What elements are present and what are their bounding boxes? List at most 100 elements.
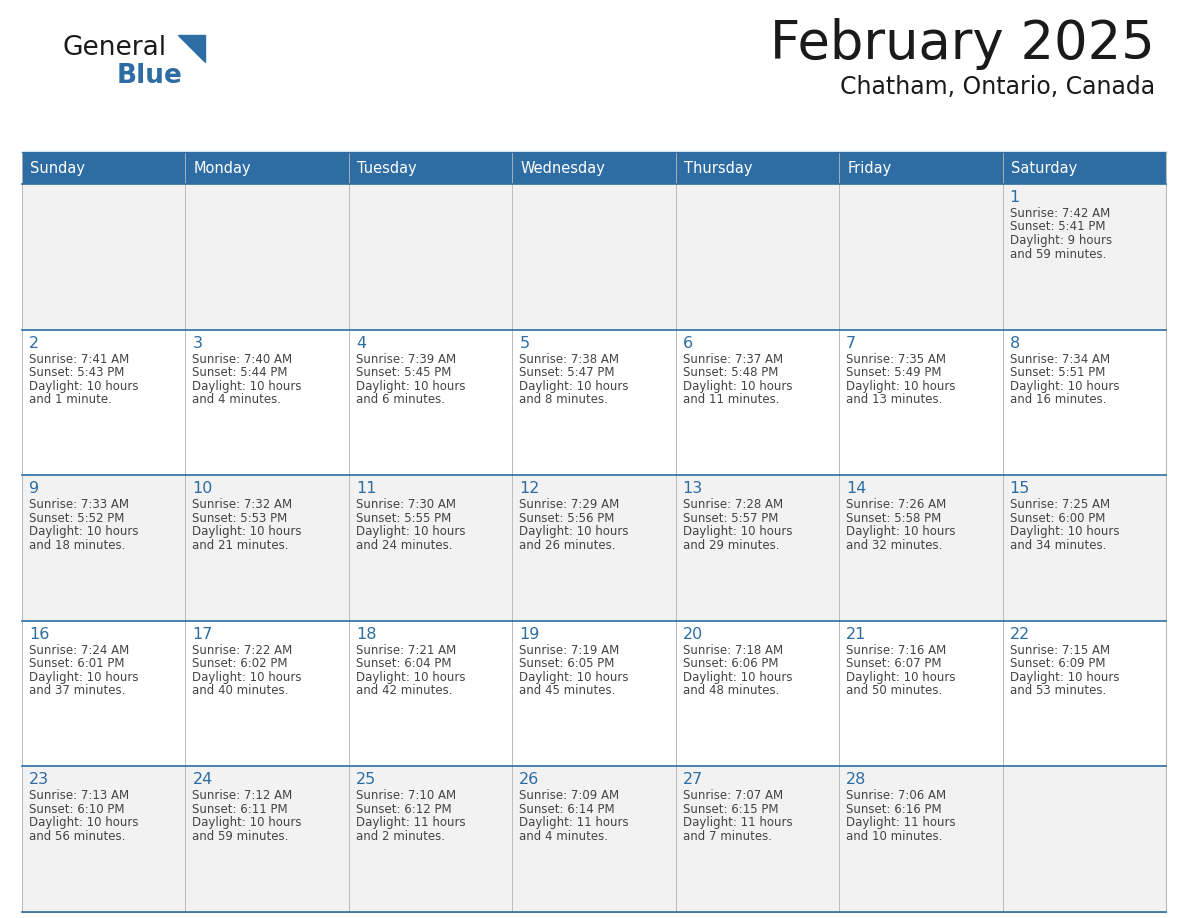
Text: Sunrise: 7:28 AM: Sunrise: 7:28 AM: [683, 498, 783, 511]
Text: and 2 minutes.: and 2 minutes.: [356, 830, 444, 843]
Text: Sunrise: 7:16 AM: Sunrise: 7:16 AM: [846, 644, 947, 656]
Text: and 53 minutes.: and 53 minutes.: [1010, 684, 1106, 698]
Text: and 4 minutes.: and 4 minutes.: [519, 830, 608, 843]
Text: Saturday: Saturday: [1011, 161, 1076, 175]
Text: 6: 6: [683, 336, 693, 351]
Text: and 59 minutes.: and 59 minutes.: [192, 830, 289, 843]
Bar: [1003, 152, 1165, 184]
Text: Sunset: 6:00 PM: Sunset: 6:00 PM: [1010, 511, 1105, 525]
Text: 11: 11: [356, 481, 377, 497]
Text: and 1 minute.: and 1 minute.: [29, 393, 112, 406]
Text: Sunset: 5:58 PM: Sunset: 5:58 PM: [846, 511, 941, 525]
Text: Daylight: 10 hours: Daylight: 10 hours: [1010, 671, 1119, 684]
Text: Daylight: 10 hours: Daylight: 10 hours: [356, 380, 466, 393]
Text: Daylight: 10 hours: Daylight: 10 hours: [192, 816, 302, 829]
Bar: [23, 184, 1165, 330]
Text: 4: 4: [356, 336, 366, 351]
Text: Sunset: 6:15 PM: Sunset: 6:15 PM: [683, 803, 778, 816]
Text: and 59 minutes.: and 59 minutes.: [1010, 248, 1106, 261]
Text: 18: 18: [356, 627, 377, 642]
Text: Sunset: 5:53 PM: Sunset: 5:53 PM: [192, 511, 287, 525]
Text: Sunrise: 7:41 AM: Sunrise: 7:41 AM: [29, 353, 129, 365]
Text: and 37 minutes.: and 37 minutes.: [29, 684, 126, 698]
Text: Sunset: 5:44 PM: Sunset: 5:44 PM: [192, 366, 287, 379]
Text: and 16 minutes.: and 16 minutes.: [1010, 393, 1106, 406]
Text: Daylight: 10 hours: Daylight: 10 hours: [683, 525, 792, 538]
Text: Sunset: 5:45 PM: Sunset: 5:45 PM: [356, 366, 451, 379]
Text: 19: 19: [519, 627, 539, 642]
Text: and 8 minutes.: and 8 minutes.: [519, 393, 608, 406]
Text: Sunset: 5:52 PM: Sunset: 5:52 PM: [29, 511, 125, 525]
Text: Sunrise: 7:40 AM: Sunrise: 7:40 AM: [192, 353, 292, 365]
Text: Daylight: 10 hours: Daylight: 10 hours: [29, 525, 139, 538]
Text: Wednesday: Wednesday: [520, 161, 605, 175]
Text: Daylight: 10 hours: Daylight: 10 hours: [519, 671, 628, 684]
Text: February 2025: February 2025: [770, 18, 1155, 70]
Text: and 21 minutes.: and 21 minutes.: [192, 539, 289, 552]
Text: Sunset: 6:07 PM: Sunset: 6:07 PM: [846, 657, 942, 670]
Text: Sunrise: 7:22 AM: Sunrise: 7:22 AM: [192, 644, 292, 656]
Text: Sunset: 5:41 PM: Sunset: 5:41 PM: [1010, 220, 1105, 233]
Bar: [23, 152, 185, 184]
Text: Sunrise: 7:26 AM: Sunrise: 7:26 AM: [846, 498, 947, 511]
Text: Sunset: 5:55 PM: Sunset: 5:55 PM: [356, 511, 451, 525]
Text: Daylight: 10 hours: Daylight: 10 hours: [192, 525, 302, 538]
Text: Sunrise: 7:29 AM: Sunrise: 7:29 AM: [519, 498, 619, 511]
Text: Sunset: 5:48 PM: Sunset: 5:48 PM: [683, 366, 778, 379]
Text: 10: 10: [192, 481, 213, 497]
Text: Daylight: 10 hours: Daylight: 10 hours: [683, 671, 792, 684]
Text: and 26 minutes.: and 26 minutes.: [519, 539, 615, 552]
Text: 24: 24: [192, 772, 213, 788]
Text: 8: 8: [1010, 336, 1019, 351]
Text: Sunset: 5:57 PM: Sunset: 5:57 PM: [683, 511, 778, 525]
Text: and 24 minutes.: and 24 minutes.: [356, 539, 453, 552]
Text: 27: 27: [683, 772, 703, 788]
Text: Sunset: 6:05 PM: Sunset: 6:05 PM: [519, 657, 614, 670]
Text: Chatham, Ontario, Canada: Chatham, Ontario, Canada: [840, 75, 1155, 99]
Text: Sunset: 6:16 PM: Sunset: 6:16 PM: [846, 803, 942, 816]
Text: 17: 17: [192, 627, 213, 642]
Text: Sunrise: 7:09 AM: Sunrise: 7:09 AM: [519, 789, 619, 802]
Text: Sunrise: 7:18 AM: Sunrise: 7:18 AM: [683, 644, 783, 656]
Text: Daylight: 10 hours: Daylight: 10 hours: [846, 671, 955, 684]
Text: Sunrise: 7:24 AM: Sunrise: 7:24 AM: [29, 644, 129, 656]
Text: and 34 minutes.: and 34 minutes.: [1010, 539, 1106, 552]
Text: 1: 1: [1010, 190, 1019, 205]
Text: Daylight: 9 hours: Daylight: 9 hours: [1010, 234, 1112, 247]
Bar: [23, 767, 1165, 912]
Text: Daylight: 10 hours: Daylight: 10 hours: [1010, 525, 1119, 538]
Text: and 56 minutes.: and 56 minutes.: [29, 830, 126, 843]
Text: Sunrise: 7:37 AM: Sunrise: 7:37 AM: [683, 353, 783, 365]
Text: Sunday: Sunday: [30, 161, 86, 175]
Text: 7: 7: [846, 336, 857, 351]
Text: Daylight: 10 hours: Daylight: 10 hours: [846, 525, 955, 538]
Text: Blue: Blue: [116, 63, 183, 89]
Text: Daylight: 10 hours: Daylight: 10 hours: [29, 671, 139, 684]
Text: Sunset: 6:09 PM: Sunset: 6:09 PM: [1010, 657, 1105, 670]
Text: 14: 14: [846, 481, 866, 497]
Text: Daylight: 10 hours: Daylight: 10 hours: [29, 380, 139, 393]
Text: Daylight: 10 hours: Daylight: 10 hours: [1010, 380, 1119, 393]
Bar: [185, 152, 349, 184]
Text: Sunrise: 7:10 AM: Sunrise: 7:10 AM: [356, 789, 456, 802]
Text: Sunrise: 7:42 AM: Sunrise: 7:42 AM: [1010, 207, 1110, 220]
Text: Daylight: 10 hours: Daylight: 10 hours: [519, 380, 628, 393]
Bar: [349, 152, 512, 184]
Text: Sunset: 5:43 PM: Sunset: 5:43 PM: [29, 366, 125, 379]
Text: Sunrise: 7:30 AM: Sunrise: 7:30 AM: [356, 498, 456, 511]
Text: Sunset: 5:49 PM: Sunset: 5:49 PM: [846, 366, 942, 379]
Text: Sunset: 6:11 PM: Sunset: 6:11 PM: [192, 803, 287, 816]
Text: Daylight: 10 hours: Daylight: 10 hours: [356, 671, 466, 684]
Text: and 18 minutes.: and 18 minutes.: [29, 539, 126, 552]
Text: and 42 minutes.: and 42 minutes.: [356, 684, 453, 698]
Text: Sunset: 6:01 PM: Sunset: 6:01 PM: [29, 657, 125, 670]
Text: and 50 minutes.: and 50 minutes.: [846, 684, 942, 698]
Text: Sunrise: 7:07 AM: Sunrise: 7:07 AM: [683, 789, 783, 802]
Text: Sunrise: 7:21 AM: Sunrise: 7:21 AM: [356, 644, 456, 656]
Text: 2: 2: [29, 336, 39, 351]
Text: Sunset: 6:10 PM: Sunset: 6:10 PM: [29, 803, 125, 816]
Text: Daylight: 11 hours: Daylight: 11 hours: [356, 816, 466, 829]
Text: and 48 minutes.: and 48 minutes.: [683, 684, 779, 698]
Text: and 6 minutes.: and 6 minutes.: [356, 393, 444, 406]
Text: Sunset: 5:47 PM: Sunset: 5:47 PM: [519, 366, 614, 379]
